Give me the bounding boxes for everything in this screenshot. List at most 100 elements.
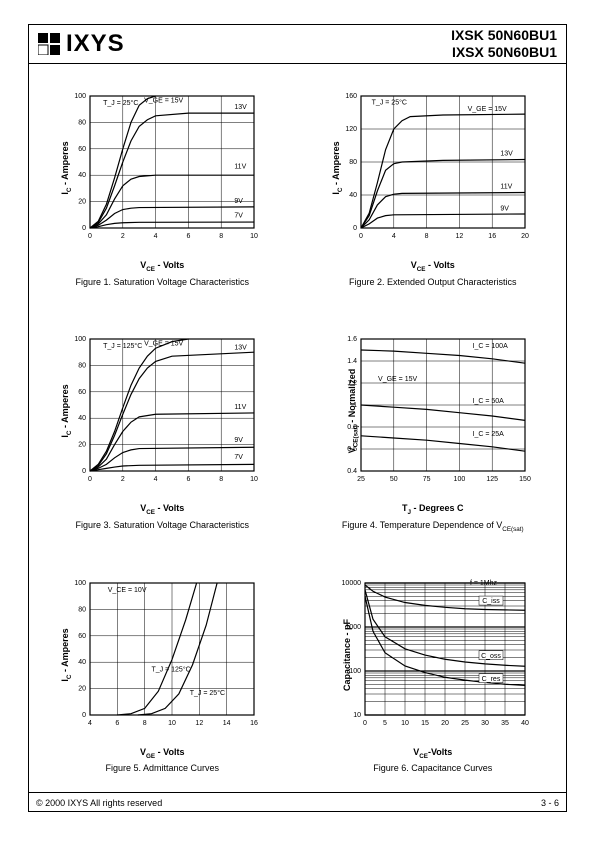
svg-text:20: 20 — [78, 199, 86, 206]
svg-text:40: 40 — [78, 416, 86, 423]
svg-text:11V: 11V — [235, 404, 247, 411]
fig4-xlabel: TJ - Degrees C — [402, 503, 464, 516]
svg-text:V_GE = 15V: V_GE = 15V — [144, 341, 183, 348]
logo-mark-icon — [38, 33, 60, 55]
svg-text:40: 40 — [349, 192, 357, 199]
fig2-ylabel: IC - Amperes — [331, 141, 344, 194]
fig6-ylabel: Capacitance - pF — [342, 619, 352, 691]
fig1-xlabel: VCE - Volts — [140, 260, 184, 273]
svg-text:60: 60 — [78, 389, 86, 396]
svg-text:160: 160 — [345, 93, 357, 100]
svg-text:0: 0 — [82, 225, 86, 232]
fig4-plot: 2550751001251500.40.60.811.21.41.6I_C = … — [333, 331, 533, 491]
svg-text:C_res: C_res — [481, 675, 500, 682]
svg-text:9V: 9V — [500, 206, 509, 213]
svg-text:0: 0 — [353, 225, 357, 232]
svg-text:7V: 7V — [235, 212, 244, 219]
svg-text:7V: 7V — [235, 454, 244, 461]
svg-text:0: 0 — [82, 712, 86, 719]
svg-text:4: 4 — [154, 476, 158, 483]
svg-text:10: 10 — [250, 476, 258, 483]
svg-text:V_GE = 15V: V_GE = 15V — [378, 376, 417, 383]
svg-text:4: 4 — [392, 233, 396, 240]
svg-text:2: 2 — [121, 233, 125, 240]
fig5-plot: 46810121416020406080100V_CE = 10VT_J = 1… — [62, 575, 262, 735]
svg-text:8: 8 — [219, 476, 223, 483]
svg-text:60: 60 — [78, 146, 86, 153]
svg-text:5: 5 — [383, 720, 387, 727]
svg-text:0.4: 0.4 — [347, 468, 357, 475]
svg-text:80: 80 — [78, 363, 86, 370]
svg-text:0: 0 — [88, 476, 92, 483]
svg-text:T_J = 125°C: T_J = 125°C — [152, 665, 191, 673]
part-numbers: IXSK 50N60BU1 IXSX 50N60BU1 — [451, 27, 567, 61]
fig6-plot: 051015202530354010100100010000f = 1MhzC_… — [333, 575, 533, 735]
svg-text:15: 15 — [421, 720, 429, 727]
svg-text:10000: 10000 — [341, 580, 361, 587]
svg-text:0: 0 — [88, 233, 92, 240]
fig3-plot: 0246810020406080100T_J = 125°CV_GE = 15V… — [62, 331, 262, 491]
svg-text:75: 75 — [422, 476, 430, 483]
svg-text:0: 0 — [359, 233, 363, 240]
svg-text:I_C = 25A: I_C = 25A — [472, 431, 504, 438]
svg-text:6: 6 — [116, 720, 120, 727]
fig2-plot: 04812162004080120160T_J = 25°CV_GE = 15V… — [333, 88, 533, 248]
svg-text:14: 14 — [223, 720, 231, 727]
svg-text:20: 20 — [78, 685, 86, 692]
svg-text:20: 20 — [521, 233, 529, 240]
page-number: 3 - 6 — [541, 798, 559, 808]
svg-text:f = 1Mhz: f = 1Mhz — [470, 580, 498, 587]
svg-text:V_CE = 10V: V_CE = 10V — [108, 587, 147, 594]
copyright-text: © 2000 IXYS All rights reserved — [36, 798, 162, 808]
figure-6: Capacitance - pF 05101520253035401010010… — [311, 565, 556, 782]
svg-text:100: 100 — [75, 336, 87, 343]
svg-text:1.6: 1.6 — [347, 336, 357, 343]
figure-2: IC - Amperes 04812162004080120160T_J = 2… — [311, 78, 556, 295]
svg-text:30: 30 — [481, 720, 489, 727]
svg-text:I_C = 50A: I_C = 50A — [472, 398, 504, 405]
fig4-ylabel: VCE(sat) - Normalized — [346, 369, 359, 454]
part-number-1: IXSK 50N60BU1 — [451, 27, 557, 44]
brand-logo: IXYS — [28, 30, 125, 58]
svg-text:11V: 11V — [235, 164, 247, 171]
svg-text:6: 6 — [187, 233, 191, 240]
svg-text:35: 35 — [501, 720, 509, 727]
svg-text:V_GE = 15V: V_GE = 15V — [144, 98, 183, 105]
svg-text:16: 16 — [488, 233, 496, 240]
svg-text:20: 20 — [78, 442, 86, 449]
svg-text:8: 8 — [424, 233, 428, 240]
figure-3: IC - Amperes 0246810020406080100T_J = 12… — [40, 321, 285, 538]
svg-text:40: 40 — [78, 172, 86, 179]
svg-text:12: 12 — [455, 233, 463, 240]
fig1-ylabel: IC - Amperes — [60, 141, 73, 194]
svg-text:1.4: 1.4 — [347, 358, 357, 365]
svg-text:150: 150 — [519, 476, 531, 483]
logo-text: IXYS — [66, 30, 125, 58]
svg-text:100: 100 — [75, 580, 87, 587]
fig4-caption: Figure 4. Temperature Dependence of VCE(… — [342, 520, 524, 533]
svg-text:25: 25 — [357, 476, 365, 483]
svg-text:60: 60 — [78, 632, 86, 639]
figure-1: IC - Amperes 0246810020406080100T_J = 25… — [40, 78, 285, 295]
svg-text:13V: 13V — [500, 150, 513, 157]
svg-text:0: 0 — [363, 720, 367, 727]
svg-text:9V: 9V — [235, 198, 244, 205]
svg-text:20: 20 — [441, 720, 449, 727]
svg-text:100: 100 — [453, 476, 465, 483]
svg-text:16: 16 — [250, 720, 258, 727]
svg-text:T_J = 25°C: T_J = 25°C — [371, 98, 406, 106]
svg-text:25: 25 — [461, 720, 469, 727]
fig2-xlabel: VCE - Volts — [411, 260, 455, 273]
svg-text:120: 120 — [345, 126, 357, 133]
svg-text:T_J = 125°C: T_J = 125°C — [103, 343, 142, 351]
svg-text:8: 8 — [219, 233, 223, 240]
svg-text:50: 50 — [390, 476, 398, 483]
svg-text:125: 125 — [486, 476, 498, 483]
svg-text:C_iss: C_iss — [482, 598, 500, 605]
svg-text:40: 40 — [78, 659, 86, 666]
svg-text:12: 12 — [196, 720, 204, 727]
fig3-xlabel: VCE - Volts — [140, 503, 184, 516]
figure-5: IC - Amperes 46810121416020406080100V_CE… — [40, 565, 285, 782]
chart-grid: IC - Amperes 0246810020406080100T_J = 25… — [40, 78, 555, 782]
fig5-ylabel: IC - Amperes — [60, 628, 73, 681]
